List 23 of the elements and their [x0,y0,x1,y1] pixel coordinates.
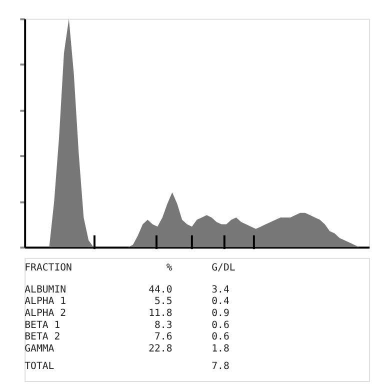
text: 0.9 [212,308,230,320]
text: 5.5 [154,296,172,308]
text: 44.0 [148,284,172,296]
text: G/DL [212,262,236,274]
text: ALPHA 1 [24,296,66,308]
text: 11.8 [148,308,172,320]
text: GAMMA [24,343,54,354]
text: 22.8 [148,343,172,354]
text: 8.3 [154,320,172,331]
text: 0.4 [212,296,230,308]
text: 1.8 [212,343,230,354]
text: 0.6 [212,320,230,331]
text: % [166,262,172,274]
text: BETA 2 [24,332,60,343]
text: ALBUMIN [24,284,66,296]
text: 0.6 [212,332,230,343]
text: TOTAL [24,361,54,372]
text: 3.4 [212,284,230,296]
text: BETA 1 [24,320,60,331]
text: 7.6 [154,332,172,343]
text: ALPHA 2 [24,308,66,320]
text: FRACTION [24,262,72,274]
text: 7.8 [212,361,230,372]
